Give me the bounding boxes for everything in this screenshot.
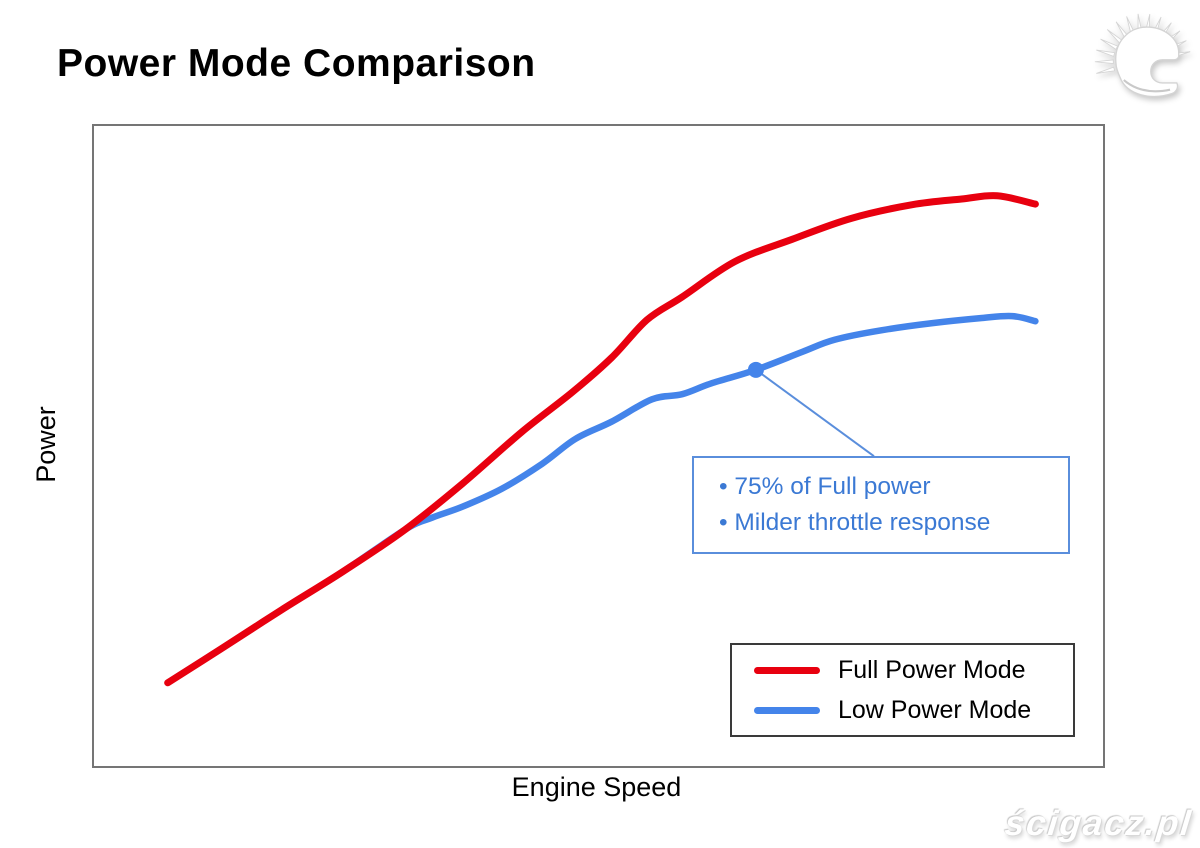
x-axis-label-area: Engine Speed bbox=[92, 772, 1101, 803]
scigacz-watermark: ścigacz.pl bbox=[1002, 804, 1195, 843]
helmet-spike bbox=[1094, 59, 1114, 65]
callout-leader-line bbox=[755, 369, 875, 458]
helmet-stripe bbox=[1123, 79, 1171, 93]
page-title: Power Mode Comparison bbox=[57, 42, 536, 85]
line-chart bbox=[164, 192, 1039, 687]
full-power-line-swatch bbox=[754, 666, 820, 674]
callout-line-2: • Milder throttle response bbox=[719, 509, 991, 536]
callout-line-1: • 75% of Full power bbox=[719, 473, 931, 500]
legend-label-low-power: Low Power Mode bbox=[838, 695, 1032, 724]
y-axis-label: Power bbox=[30, 405, 61, 483]
legend-row-low-power: Low Power Mode bbox=[732, 696, 1073, 725]
legend: Full Power Mode Low Power Mode bbox=[730, 643, 1075, 737]
full-power-mode-curve bbox=[164, 192, 1039, 687]
plot-area: • 75% of Full power • Milder throttle re… bbox=[92, 124, 1105, 768]
helmet-spike bbox=[1106, 29, 1123, 44]
helmet-spike bbox=[1096, 66, 1116, 74]
marker-dot bbox=[747, 361, 764, 378]
y-axis-label-area: Power bbox=[18, 124, 74, 764]
legend-row-full-power: Full Power Mode bbox=[732, 656, 1073, 685]
helmet-spike bbox=[1100, 38, 1119, 51]
helmet-spike bbox=[1096, 49, 1116, 57]
callout-box: • 75% of Full power • Milder throttle re… bbox=[692, 456, 1070, 554]
x-axis-label: Engine Speed bbox=[511, 772, 682, 802]
low-power-line-swatch bbox=[754, 706, 820, 714]
legend-label-full-power: Full Power Mode bbox=[838, 655, 1026, 684]
scigacz-helmet-logo-icon bbox=[1094, 13, 1191, 98]
helmet-shell bbox=[1115, 26, 1180, 98]
